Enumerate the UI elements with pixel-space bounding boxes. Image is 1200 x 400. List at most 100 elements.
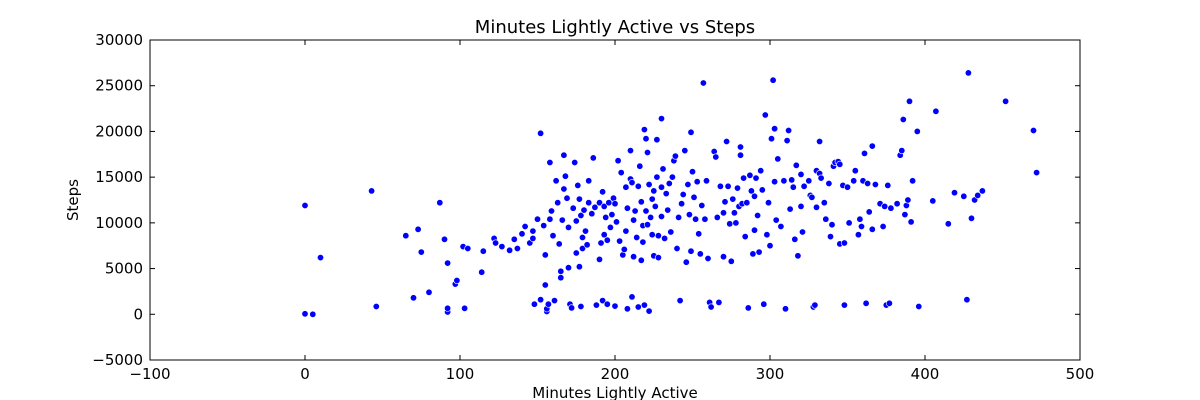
data-point: [575, 263, 583, 271]
data-point: [561, 172, 569, 180]
data-point: [645, 181, 653, 189]
data-point: [654, 232, 662, 240]
data-point: [1002, 97, 1010, 105]
data-points: [301, 69, 1041, 318]
data-point: [583, 241, 591, 249]
data-point: [402, 232, 410, 240]
data-point: [857, 223, 865, 231]
y-axis-title: Steps: [64, 179, 82, 221]
data-point: [557, 274, 565, 282]
data-point: [854, 231, 862, 239]
data-point: [668, 173, 676, 181]
data-point: [826, 233, 834, 241]
axis-ticks: −100 0 100 200 300 400 500 −5000 0 5000 10000 15000…: [92, 31, 1094, 383]
data-point: [713, 213, 721, 221]
data-point: [642, 207, 650, 215]
x-tick-label: 0: [300, 365, 310, 383]
data-point: [611, 200, 619, 208]
data-point: [723, 138, 731, 146]
data-point: [537, 296, 545, 304]
data-point: [464, 245, 472, 253]
data-point: [521, 223, 529, 231]
data-point: [871, 181, 879, 189]
data-point: [637, 256, 645, 264]
data-point: [764, 199, 772, 207]
data-point: [904, 196, 912, 204]
data-point: [741, 233, 749, 241]
data-point: [630, 253, 638, 261]
data-point: [661, 234, 669, 242]
data-point: [623, 305, 631, 313]
data-point: [749, 250, 757, 258]
data-point: [932, 107, 940, 115]
data-point: [634, 182, 642, 190]
data-point: [769, 76, 777, 84]
y-tick-label: 20000: [95, 122, 143, 140]
data-point: [843, 183, 851, 191]
data-point: [820, 199, 828, 207]
data-point: [540, 222, 548, 230]
data-point: [614, 157, 622, 165]
data-point: [785, 127, 793, 135]
data-point: [704, 255, 712, 263]
data-point: [580, 206, 588, 214]
data-point: [792, 161, 800, 169]
data-point: [633, 234, 641, 242]
y-tick-label: 10000: [95, 214, 143, 232]
data-point: [602, 213, 610, 221]
data-point: [856, 215, 864, 223]
data-point: [603, 236, 611, 244]
data-point: [860, 149, 868, 157]
data-point: [879, 223, 887, 231]
data-point: [673, 245, 681, 253]
data-point: [840, 301, 848, 309]
data-point: [611, 302, 619, 310]
data-point: [623, 204, 631, 212]
data-point: [563, 194, 571, 202]
data-point: [585, 177, 593, 185]
data-point: [692, 215, 700, 223]
data-point: [558, 216, 566, 224]
data-point: [724, 182, 732, 190]
data-point: [664, 206, 672, 214]
data-point: [630, 216, 638, 224]
data-point: [599, 188, 607, 196]
data-point: [568, 304, 576, 312]
data-point: [409, 294, 417, 302]
data-point: [960, 192, 968, 200]
data-point: [657, 213, 665, 221]
data-point: [530, 300, 538, 308]
data-point: [657, 183, 665, 191]
data-point: [616, 237, 624, 245]
data-point: [533, 215, 541, 223]
data-point: [620, 245, 628, 253]
data-point: [647, 213, 655, 221]
data-point: [643, 149, 651, 157]
data-point: [498, 243, 506, 251]
data-point: [665, 180, 673, 188]
data-point: [581, 227, 589, 235]
data-point: [529, 227, 537, 235]
data-point: [671, 152, 679, 160]
data-point: [757, 167, 765, 175]
data-point: [529, 234, 537, 242]
data-point: [732, 219, 740, 227]
data-point: [828, 221, 836, 229]
data-point: [929, 197, 937, 205]
data-point: [608, 211, 616, 219]
data-point: [885, 299, 893, 307]
data-point: [915, 302, 923, 310]
data-point: [626, 147, 634, 155]
data-point: [693, 178, 701, 186]
data-point: [797, 170, 805, 178]
data-point: [622, 227, 630, 235]
data-point: [316, 254, 324, 262]
data-point: [578, 245, 586, 253]
data-point: [478, 268, 486, 276]
data-point: [560, 151, 568, 159]
data-point: [901, 211, 909, 219]
data-point: [653, 136, 661, 144]
data-point: [637, 198, 645, 206]
data-point: [727, 257, 735, 265]
